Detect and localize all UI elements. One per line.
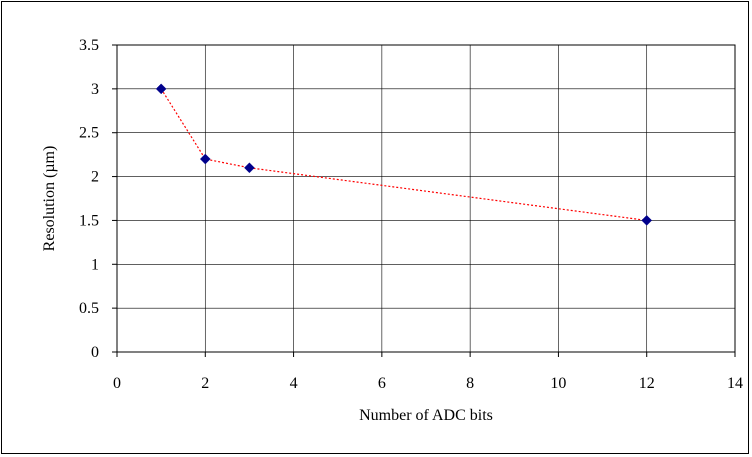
data-point-marker	[155, 83, 167, 95]
series-layer	[155, 83, 653, 226]
data-point-marker	[244, 162, 255, 174]
y-tick-label: 2	[91, 169, 99, 186]
plot-area	[116, 44, 736, 353]
y-tick-label: 0.5	[79, 300, 99, 317]
x-tick-label: 8	[466, 375, 474, 392]
y-tick-label: 3	[91, 81, 99, 98]
y-tick-label: 3.5	[79, 37, 99, 54]
x-tick-label: 0	[113, 375, 121, 392]
x-tick-label: 12	[639, 375, 655, 392]
data-point-marker	[199, 153, 211, 165]
y-axis-ticks: 0 0.5 1 1.5 2 2.5 3 3.5	[79, 37, 117, 361]
y-tick-label: 0	[91, 344, 99, 361]
series-line	[160, 88, 647, 222]
y-tick-label: 1	[91, 256, 99, 273]
x-tick-label: 6	[378, 375, 386, 392]
x-tick-label: 10	[550, 375, 566, 392]
y-tick-label: 1.5	[79, 212, 99, 229]
data-point-marker	[641, 215, 653, 226]
y-tick-label: 2.5	[79, 125, 99, 142]
x-tick-label: 4	[290, 375, 298, 392]
x-axis-title: Number of ADC bits	[359, 407, 493, 424]
x-tick-label: 2	[201, 375, 209, 392]
gridlines	[117, 45, 735, 352]
x-axis-ticks: 0 2 4 6 8 10 12 14	[113, 352, 743, 392]
y-axis-title: Resolution (µm)	[41, 146, 58, 252]
x-tick-label: 14	[727, 375, 743, 392]
